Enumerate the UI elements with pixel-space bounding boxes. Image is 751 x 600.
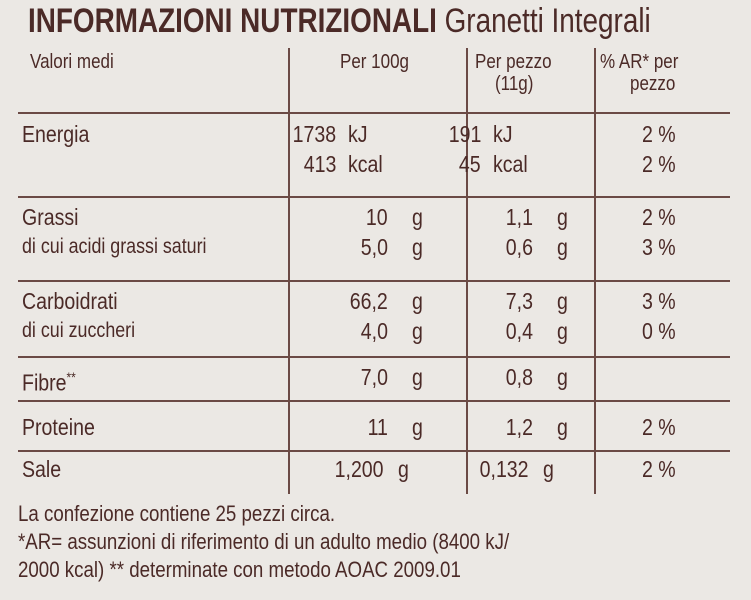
row-label: Carboidrati xyxy=(22,288,118,314)
row-label: Fibre** xyxy=(22,369,76,396)
per-piece-value: 1,2 xyxy=(505,414,533,440)
per-piece-value: 0,132 xyxy=(480,456,529,482)
title: INFORMAZIONI NUTRIZIONALI Granetti Integ… xyxy=(28,2,651,41)
per-100g-unit: kcal xyxy=(348,151,383,177)
per-piece-value: 0,4 xyxy=(505,318,533,344)
per-piece-value: 191 xyxy=(448,121,481,147)
per-100g-unit: g xyxy=(412,204,423,230)
per-100g-value: 1,200 xyxy=(335,456,384,482)
per-100g-value: 413 xyxy=(303,151,336,177)
rule xyxy=(18,280,730,282)
row-label: Grassi xyxy=(22,204,79,230)
column-header: % AR* per xyxy=(600,51,679,73)
row-label: di cui acidi grassi saturi xyxy=(22,235,207,258)
rule xyxy=(288,48,290,494)
row-label: di cui zuccheri xyxy=(22,319,136,342)
title-bold: INFORMAZIONI NUTRIZIONALI xyxy=(28,2,437,40)
row-label: Proteine xyxy=(22,414,95,440)
rule xyxy=(18,112,730,114)
per-piece-unit: g xyxy=(543,456,554,482)
ar-percent: 2 % xyxy=(642,456,676,482)
per-100g-value: 4,0 xyxy=(360,318,388,344)
ar-percent: 2 % xyxy=(642,414,676,440)
per-100g-unit: g xyxy=(412,364,423,390)
per-piece-unit: g xyxy=(557,364,568,390)
column-header: Per pezzo xyxy=(475,51,552,73)
per-100g-unit: kJ xyxy=(348,121,368,147)
column-header: pezzo xyxy=(630,73,676,95)
per-piece-unit: kcal xyxy=(493,151,528,177)
footer-line: *AR= assunzioni di riferimento di un adu… xyxy=(18,529,510,554)
row-label: Sale xyxy=(22,456,62,482)
row-label: Energia xyxy=(22,121,90,147)
per-piece-unit: g xyxy=(557,318,568,344)
per-piece-value: 1,1 xyxy=(505,204,533,230)
ar-percent: 3 % xyxy=(642,288,676,314)
per-piece-value: 0,8 xyxy=(505,364,533,390)
per-100g-value: 7,0 xyxy=(360,364,388,390)
per-piece-unit: kJ xyxy=(493,121,513,147)
ar-percent: 3 % xyxy=(642,234,676,260)
rule xyxy=(18,400,730,402)
column-header: Per 100g xyxy=(340,51,409,73)
per-100g-unit: g xyxy=(412,414,423,440)
per-piece-unit: g xyxy=(557,234,568,260)
footnote-mark: ** xyxy=(66,369,76,385)
rule xyxy=(18,450,730,452)
per-piece-unit: g xyxy=(557,204,568,230)
per-piece-value: 45 xyxy=(459,151,481,177)
ar-percent: 0 % xyxy=(642,318,676,344)
per-piece-unit: g xyxy=(557,288,568,314)
title-normal: Granetti Integrali xyxy=(444,2,651,40)
rule xyxy=(18,196,730,198)
per-piece-unit: g xyxy=(557,414,568,440)
per-100g-unit: g xyxy=(412,288,423,314)
per-100g-value: 5,0 xyxy=(360,234,388,260)
ar-percent: 2 % xyxy=(642,121,676,147)
ar-percent: 2 % xyxy=(642,151,676,177)
per-100g-value: 10 xyxy=(366,204,388,230)
footer-line: La confezione contiene 25 pezzi circa. xyxy=(18,501,336,526)
per-piece-value: 0,6 xyxy=(505,234,533,260)
footer-line: 2000 kcal) ** determinate con metodo AOA… xyxy=(18,557,461,582)
per-100g-unit: g xyxy=(412,234,423,260)
per-100g-unit: g xyxy=(398,456,409,482)
ar-percent: 2 % xyxy=(642,204,676,230)
rule xyxy=(594,48,596,494)
per-100g-value: 1738 xyxy=(292,121,336,147)
rule xyxy=(18,356,730,358)
per-piece-value: 7,3 xyxy=(505,288,533,314)
column-header: Valori medi xyxy=(30,51,114,73)
per-100g-unit: g xyxy=(412,318,423,344)
rule xyxy=(466,48,468,494)
per-100g-value: 66,2 xyxy=(349,288,388,314)
per-100g-value: 11 xyxy=(367,414,388,440)
column-header: (11g) xyxy=(495,73,534,95)
